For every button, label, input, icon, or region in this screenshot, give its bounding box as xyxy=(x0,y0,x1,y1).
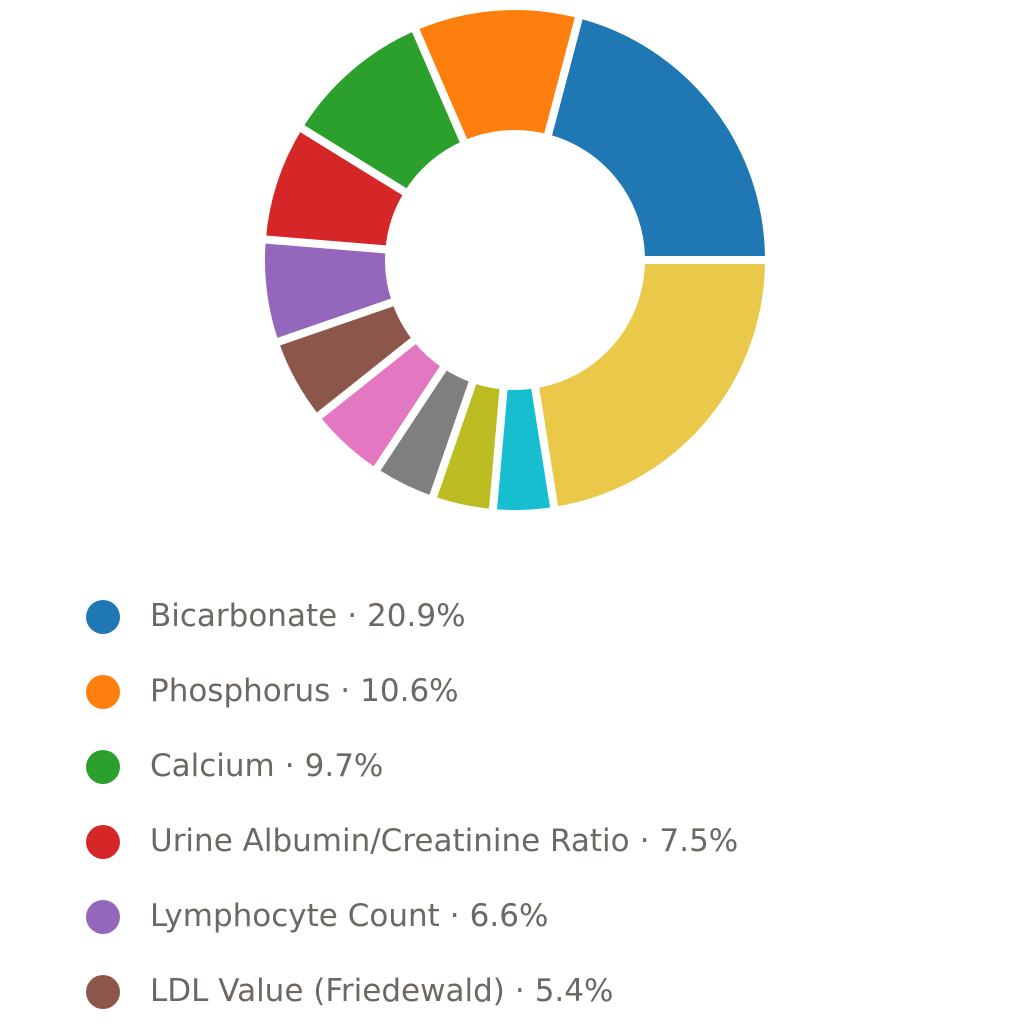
legend-swatch xyxy=(86,900,120,934)
legend-name: Lymphocyte Count xyxy=(150,898,440,934)
legend-item: Urine Albumin/Creatinine Ratio · 7.5% xyxy=(86,823,738,859)
legend-item: Calcium · 9.7% xyxy=(86,748,383,784)
legend-separator: · xyxy=(347,598,357,634)
legend-swatch xyxy=(86,750,120,784)
legend-separator: · xyxy=(515,973,525,1009)
legend-value: 7.5% xyxy=(660,823,739,859)
legend-label: Urine Albumin/Creatinine Ratio · 7.5% xyxy=(150,823,738,859)
legend-name: Urine Albumin/Creatinine Ratio xyxy=(150,823,630,859)
legend-label: Calcium · 9.7% xyxy=(150,748,383,784)
legend-item: Bicarbonate · 20.9% xyxy=(86,598,466,634)
legend-separator: · xyxy=(640,823,650,859)
donut-slice xyxy=(542,9,774,264)
legend-item: Lymphocyte Count · 6.6% xyxy=(86,898,548,934)
legend-name: Calcium xyxy=(150,748,275,784)
legend-swatch xyxy=(86,975,120,1009)
donut-slice xyxy=(530,256,774,516)
legend-separator: · xyxy=(285,748,295,784)
legend-label: LDL Value (Friedewald) · 5.4% xyxy=(150,973,613,1009)
legend-item: LDL Value (Friedewald) · 5.4% xyxy=(86,973,613,1009)
legend-value: 6.6% xyxy=(470,898,549,934)
legend-name: LDL Value (Friedewald) xyxy=(150,973,505,1009)
legend-separator: · xyxy=(340,673,350,709)
legend-value: 9.7% xyxy=(305,748,384,784)
legend-value: 20.9% xyxy=(367,598,465,634)
legend-value: 5.4% xyxy=(535,973,614,1009)
legend-name: Bicarbonate xyxy=(150,598,337,634)
legend-label: Phosphorus · 10.6% xyxy=(150,673,459,709)
legend-label: Bicarbonate · 20.9% xyxy=(150,598,466,634)
legend-swatch xyxy=(86,600,120,634)
legend-item: Phosphorus · 10.6% xyxy=(86,673,459,709)
legend-separator: · xyxy=(450,898,460,934)
legend-value: 10.6% xyxy=(360,673,458,709)
legend-swatch xyxy=(86,675,120,709)
legend-swatch xyxy=(86,825,120,859)
legend-label: Lymphocyte Count · 6.6% xyxy=(150,898,548,934)
legend-name: Phosphorus xyxy=(150,673,330,709)
